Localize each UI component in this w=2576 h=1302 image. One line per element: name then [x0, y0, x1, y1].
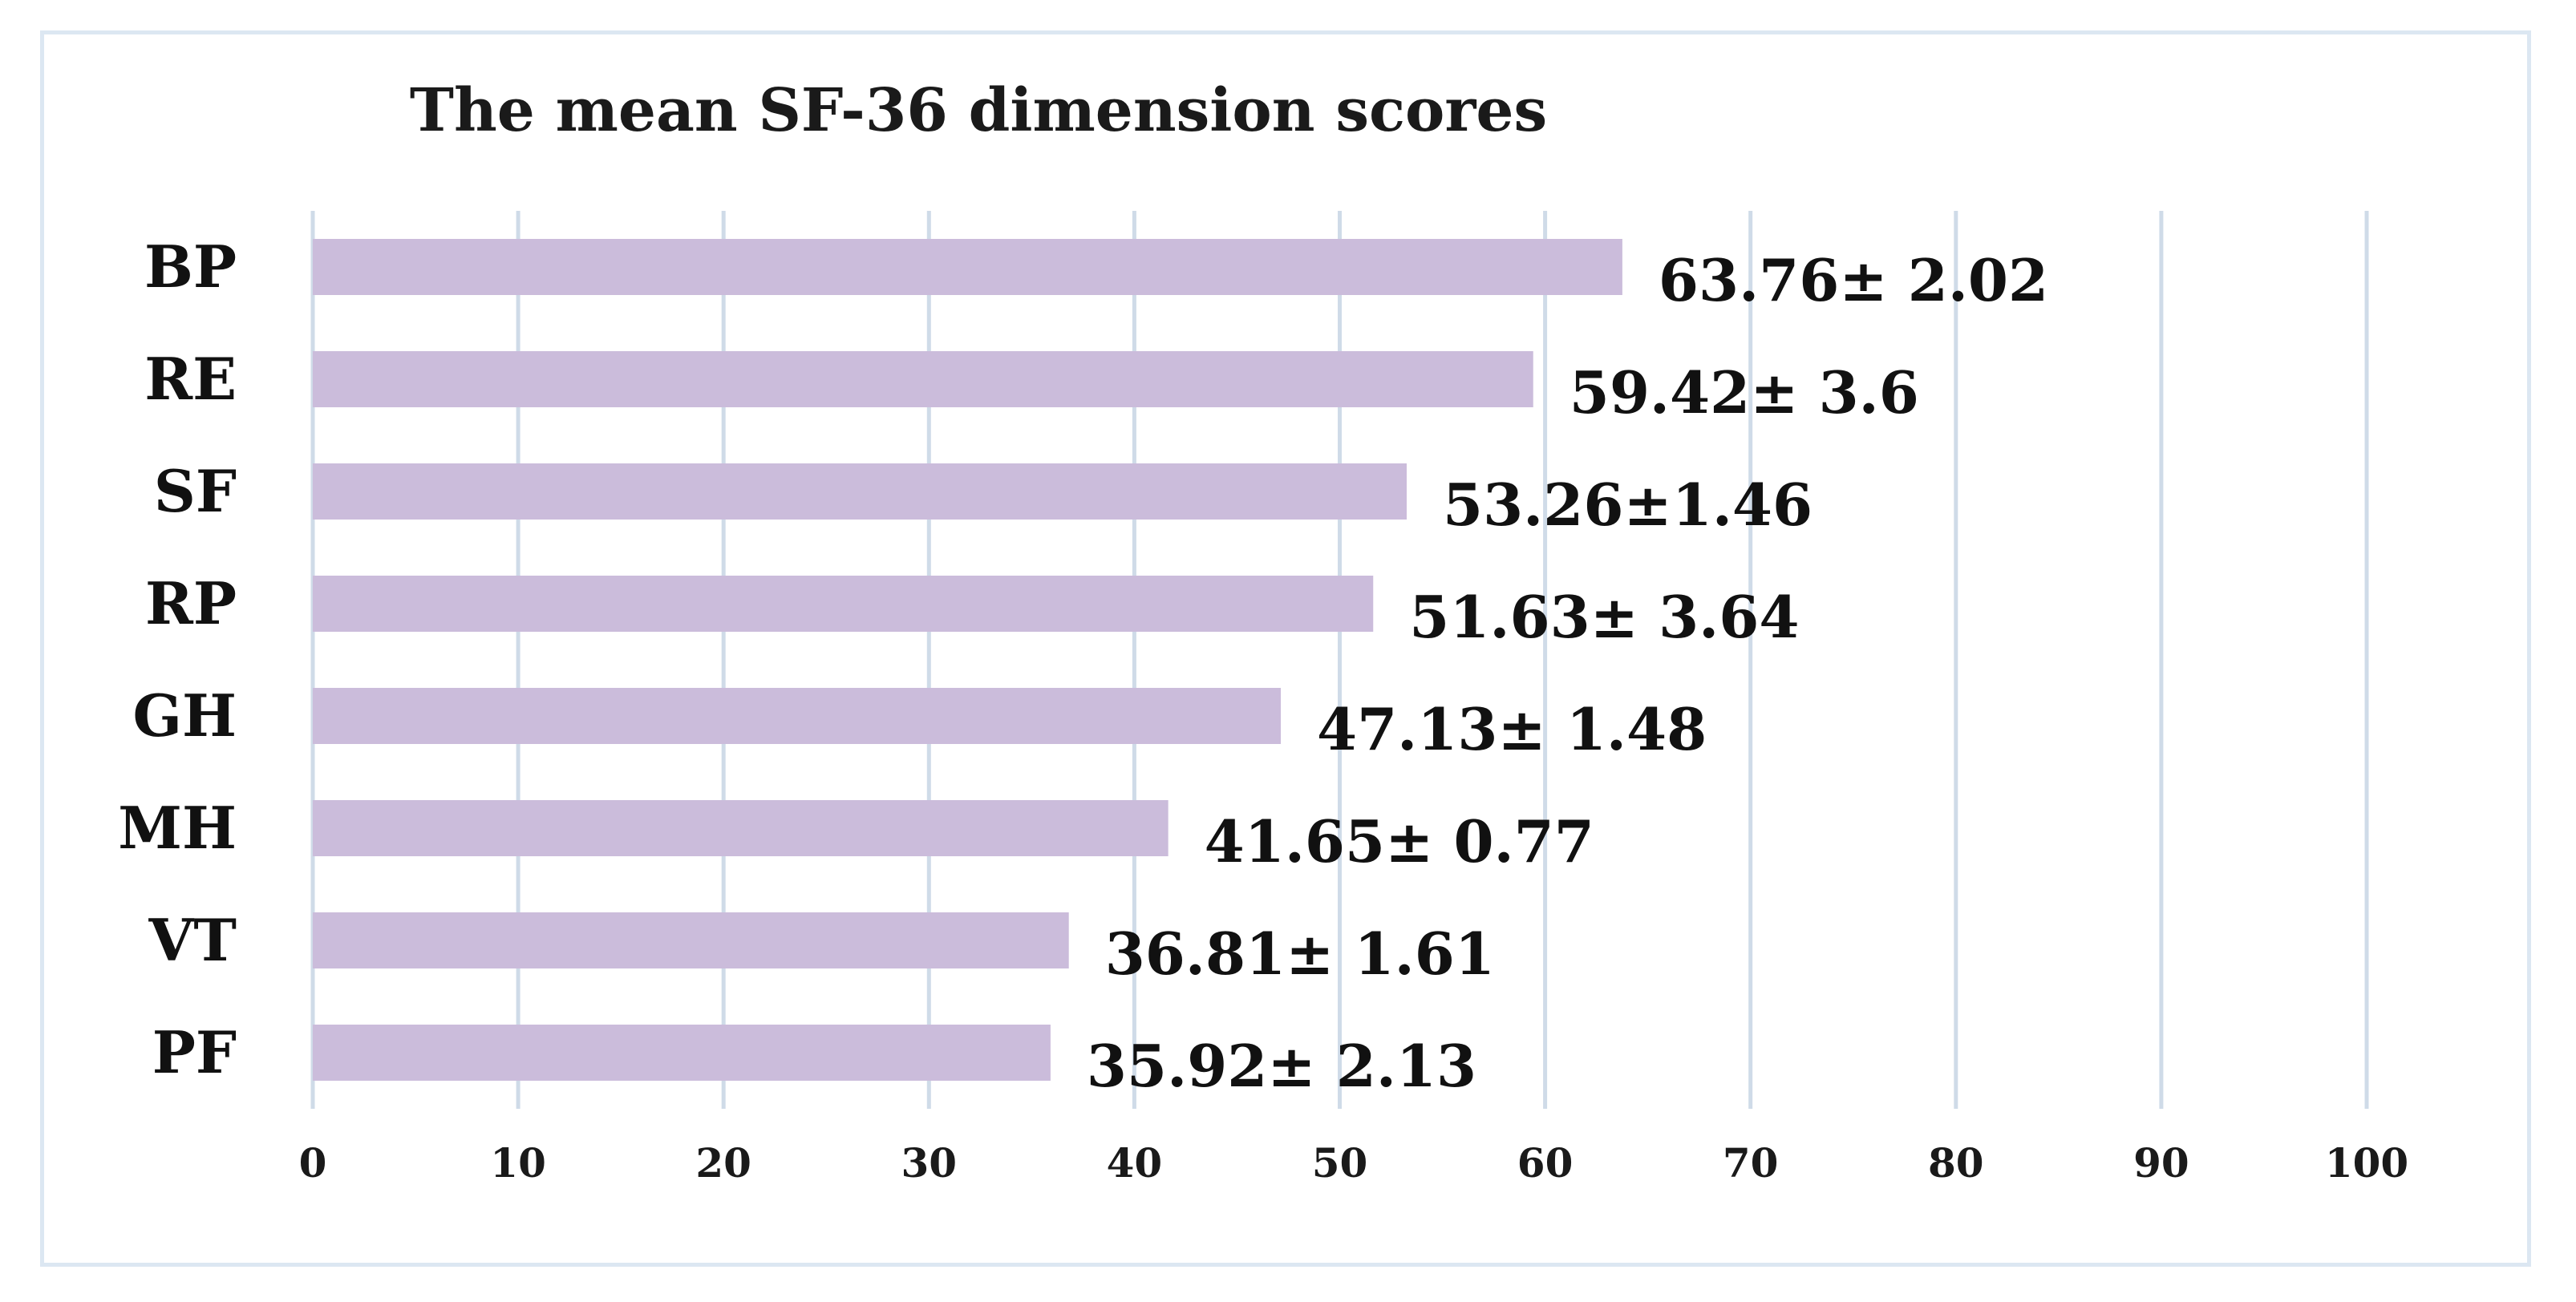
bar-gh [313, 688, 1281, 744]
category-label-vt: VT [148, 906, 237, 974]
bar-rp [313, 576, 1374, 632]
chart-frame: The mean SF-36 dimension scores BP RE SF RP… [40, 30, 2531, 1267]
category-label-rp: RP [145, 569, 237, 637]
x-tick-label-70: 70 [1723, 1139, 1779, 1187]
x-tick-label-60: 60 [1517, 1139, 1574, 1187]
data-label-sf: 53.26±1.46 [1443, 471, 1813, 539]
data-label-rp: 51.63± 3.64 [1409, 583, 1799, 651]
x-tick-label-30: 30 [901, 1139, 958, 1187]
x-tick-label-80: 80 [1928, 1139, 1984, 1187]
bar-bp [313, 239, 1622, 295]
chart-title: The mean SF-36 dimension scores [410, 76, 1547, 145]
category-label-sf: SF [154, 457, 237, 525]
data-label-pf: 35.92± 2.13 [1087, 1032, 1476, 1100]
x-tick-label-90: 90 [2133, 1139, 2189, 1187]
category-label-pf: PF [152, 1018, 237, 1086]
bar-pf [313, 1025, 1051, 1081]
x-tick-label-50: 50 [1312, 1139, 1368, 1187]
category-label-mh: MH [118, 794, 237, 862]
data-label-bp: 63.76± 2.02 [1659, 246, 2048, 314]
category-label-bp: BP [144, 232, 237, 301]
x-axis-tick-labels: 0 10 20 30 40 50 60 70 80 90 100 [299, 1139, 2409, 1187]
x-tick-label-20: 20 [695, 1139, 751, 1187]
x-tick-label-40: 40 [1107, 1139, 1163, 1187]
data-label-mh: 41.65± 0.77 [1205, 807, 1594, 875]
bar-vt [313, 912, 1069, 968]
category-labels: BP RE SF RP GH MH VT PF [118, 232, 237, 1086]
data-label-gh: 47.13± 1.48 [1317, 695, 1707, 763]
category-label-re: RE [144, 345, 237, 413]
data-labels: 63.76± 2.02 59.42± 3.6 53.26±1.46 51.63± 3.… [1087, 246, 2048, 1100]
bar-mh [313, 800, 1169, 856]
bar-sf [313, 463, 1407, 520]
category-label-gh: GH [132, 681, 237, 750]
data-label-re: 59.42± 3.6 [1569, 358, 1919, 427]
bars [313, 239, 1622, 1081]
x-tick-label-0: 0 [299, 1139, 327, 1187]
data-label-vt: 36.81± 1.61 [1105, 920, 1495, 988]
bar-chart: The mean SF-36 dimension scores BP RE SF RP… [118, 76, 2409, 1187]
bar-re [313, 351, 1533, 407]
x-tick-label-10: 10 [490, 1139, 546, 1187]
x-tick-label-100: 100 [2325, 1139, 2408, 1187]
